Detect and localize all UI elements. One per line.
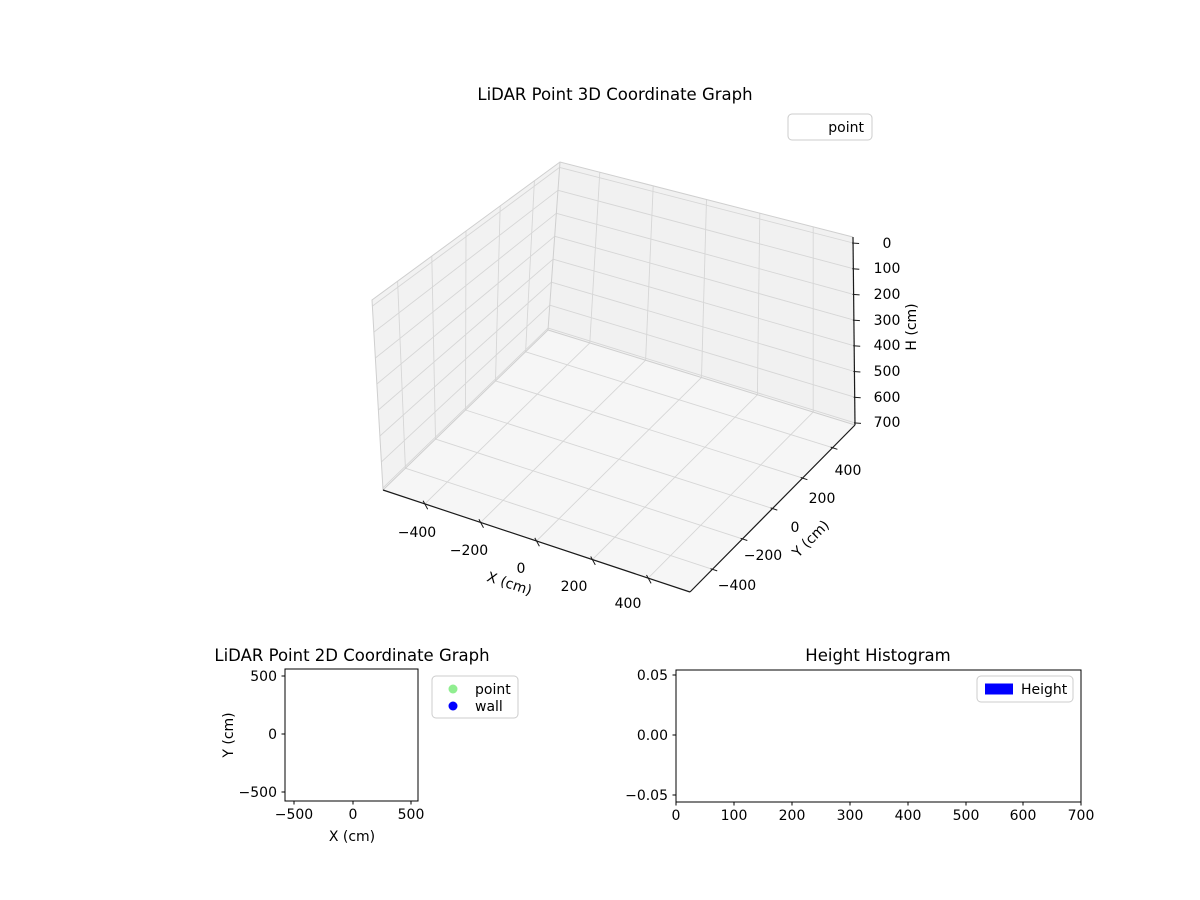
y-tickmarks [710,446,838,572]
legend-3d: point [787,113,873,141]
y-tick-label: 0.05 [637,668,668,684]
y-tick-label: 0 [268,727,277,743]
x-tick-label: 0 [517,561,526,577]
plot-2d-title: LiDAR Point 2D Coordinate Graph [214,646,489,665]
x-tick-label: 300 [837,808,864,824]
x-tick-label: 600 [1010,808,1037,824]
y-tick-label: −400 [718,578,756,594]
legend-hist: Height [976,675,1074,703]
x-tick-label: 100 [721,808,748,824]
y-tick-label: 500 [250,669,277,685]
legend-hist-label-height: Height [1021,682,1068,698]
z-axis-label: H (cm) [904,303,920,350]
grid-left-wall [372,167,560,489]
plot-hist: Height Histogram 0.05 0.00 −0.05 0 100 2… [625,646,1094,824]
legend-hist-box [976,675,1074,703]
legend-2d-label-point: point [475,682,511,698]
x-axis-label: X (cm) [485,569,534,599]
x-tick-label: 0 [349,807,358,823]
pane-right-wall [548,162,855,425]
z-tick-label: 700 [874,415,901,431]
x-tick-label: −400 [398,525,436,541]
legend-2d-label-wall: wall [475,699,503,715]
x-axis-label: X (cm) [329,829,375,845]
x-tickmarks [422,500,652,584]
pane-edges [371,161,856,491]
x-tick-label: 200 [561,579,588,595]
plot-2d-tickmarks [281,675,412,805]
x-tick-label: −500 [275,807,313,823]
z-tick-label: 600 [874,390,901,406]
plot-2d: LiDAR Point 2D Coordinate Graph 500 0 −5… [214,646,519,845]
y-tick-label: −200 [744,548,782,564]
y-axis-label: Y (cm) [221,712,237,758]
x-tick-label: 500 [398,807,425,823]
z-tick-label: 200 [874,287,901,303]
plot-hist-tickmarks [672,674,1082,806]
x-tick-label: 200 [779,808,806,824]
x-tick-label: 0 [672,808,681,824]
y-tick-label: 200 [809,491,836,507]
legend-marker-height [985,683,1013,695]
x-tick-label: 400 [615,596,642,612]
plot-3d: LiDAR Point 3D Coordinate Graph −400 −20… [371,85,920,612]
y-tick-label: 0 [791,520,800,536]
plot-3d-title: LiDAR Point 3D Coordinate Graph [477,85,752,104]
z-tick-label: 100 [874,261,901,277]
y-tick-label: −0.05 [625,788,668,804]
grid-right-wall [547,166,856,424]
y-tick-label: −500 [239,785,277,801]
z-tick-label: 400 [874,338,901,354]
z-tick-label: 0 [883,236,892,252]
plot-2d-axes-box [284,668,419,802]
grid-floor [405,342,833,579]
x-tick-label: −200 [450,543,488,559]
z-tick-label: 500 [874,364,901,380]
z-tick-label: 300 [874,313,901,329]
legend-3d-label-point: point [828,120,864,136]
legend-2d: point wall [431,675,519,719]
y-tick-label: 0.00 [637,728,668,744]
x-tick-label: 500 [953,808,980,824]
x-tick-label: 700 [1068,808,1095,824]
legend-marker-wall [448,701,458,711]
pane-floor [383,330,855,592]
z-tickmarks [852,242,862,424]
legend-3d-box [787,113,873,141]
y-tick-label: 400 [835,463,862,479]
x-tick-label: 400 [895,808,922,824]
legend-marker-point [448,684,458,694]
plot-hist-title: Height Histogram [805,646,950,665]
